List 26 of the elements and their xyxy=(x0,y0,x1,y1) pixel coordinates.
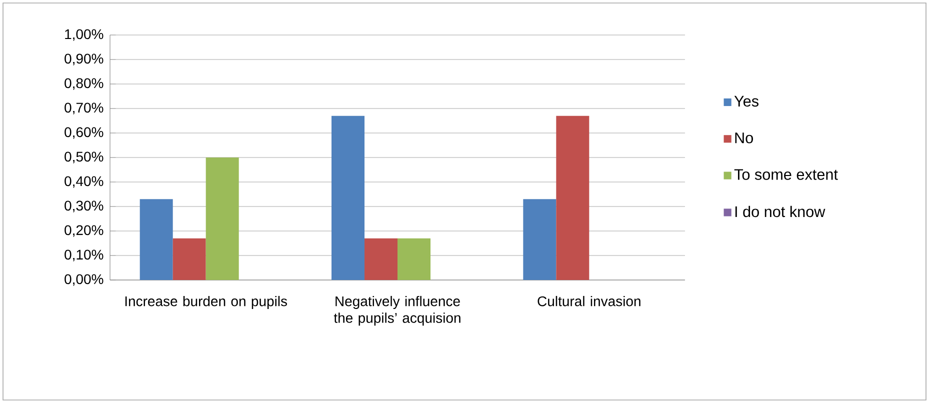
y-tick-label: 1,00% xyxy=(65,29,104,41)
legend-label: Yes xyxy=(734,96,758,107)
bar xyxy=(140,199,173,280)
y-tick-label: 0,80% xyxy=(64,78,104,90)
x-tick-label: Negatively influence the pupils’ acquision xyxy=(334,296,460,326)
bar xyxy=(556,116,590,280)
bar xyxy=(398,238,431,280)
y-tick-label: 0,70% xyxy=(64,102,104,114)
bar xyxy=(206,157,239,280)
y-tick-label: 0,20% xyxy=(64,225,104,237)
x-tick-label: Cultural invasion xyxy=(538,296,640,306)
legend-label: No xyxy=(735,132,753,144)
y-tick-label: 0,60% xyxy=(64,127,104,139)
x-tick-label: Increase burden on pupils xyxy=(125,296,287,309)
y-tick-label: 0,40% xyxy=(64,176,104,188)
y-tick-label: 0,90% xyxy=(64,54,104,66)
legend-label: To some extent xyxy=(734,169,838,180)
bar xyxy=(332,116,365,280)
bar xyxy=(364,238,398,280)
y-tick-label: 0,10% xyxy=(64,250,104,262)
bar xyxy=(523,199,556,280)
y-tick-label: 0,00% xyxy=(64,274,104,286)
y-tick-label: 0,50% xyxy=(64,152,104,164)
y-tick-label: 0,30% xyxy=(64,200,104,212)
bar xyxy=(172,238,206,280)
legend-label: I do not know xyxy=(735,206,826,218)
